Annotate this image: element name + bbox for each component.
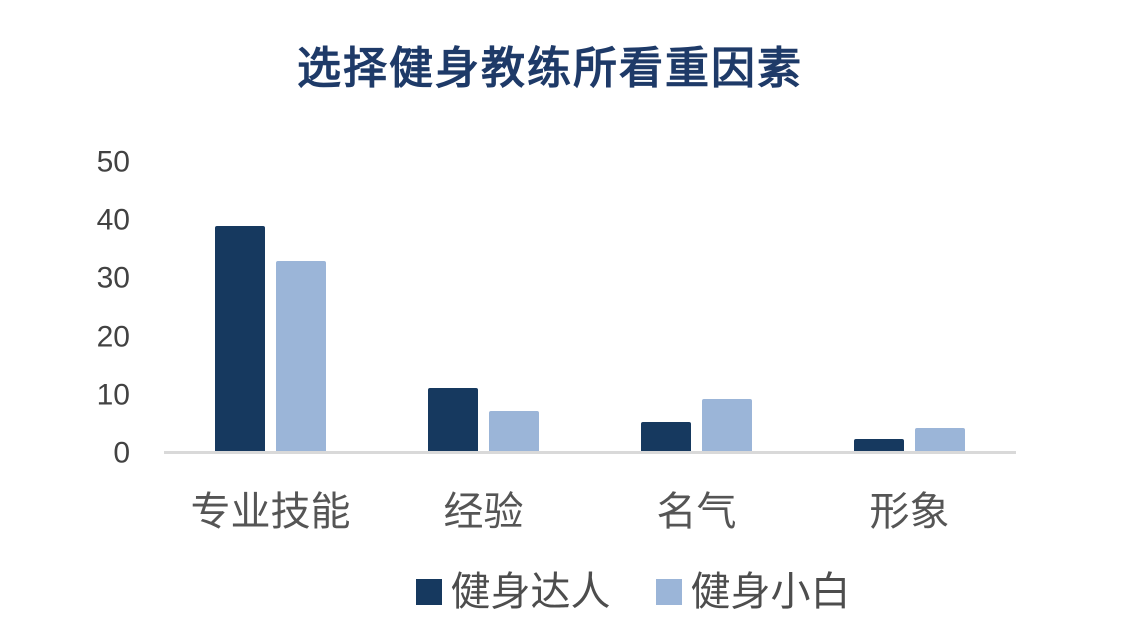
y-tick-label: 20 [96,319,130,353]
legend-swatch-icon [655,579,682,605]
y-tick-label: 50 [96,145,130,179]
bar [215,226,265,451]
bar [276,260,326,451]
x-category-label: 名气 [656,490,737,534]
x-category-label: 经验 [443,490,524,534]
bar [489,410,539,451]
y-tick-label: 0 [113,436,130,470]
legend-swatch-icon [415,579,442,605]
x-category-label: 专业技能 [190,490,351,534]
legend: 健身达人 健身小白 [66,570,1134,614]
bar-group [803,163,1016,451]
legend-item: 健身达人 [415,570,611,614]
y-tick-label: 30 [96,261,130,295]
bar [854,439,904,451]
legend-label: 健身达人 [450,570,611,614]
y-tick-label: 10 [96,378,130,412]
bar [702,399,752,451]
bar [428,387,478,451]
y-tick-label: 40 [96,203,130,237]
legend-item: 健身小白 [655,570,851,614]
plot-area [164,163,1016,454]
legend-label: 健身小白 [690,570,851,614]
bar-group [590,163,803,451]
x-axis-labels: 专业技能 经验 名气 形象 [164,479,1016,537]
bar [915,427,965,451]
bar-group [164,163,377,451]
bar [641,422,691,451]
bar-group [377,163,590,451]
chart-title: 选择健身教练所看重因素 [297,44,803,93]
x-category-label: 形象 [869,490,950,534]
